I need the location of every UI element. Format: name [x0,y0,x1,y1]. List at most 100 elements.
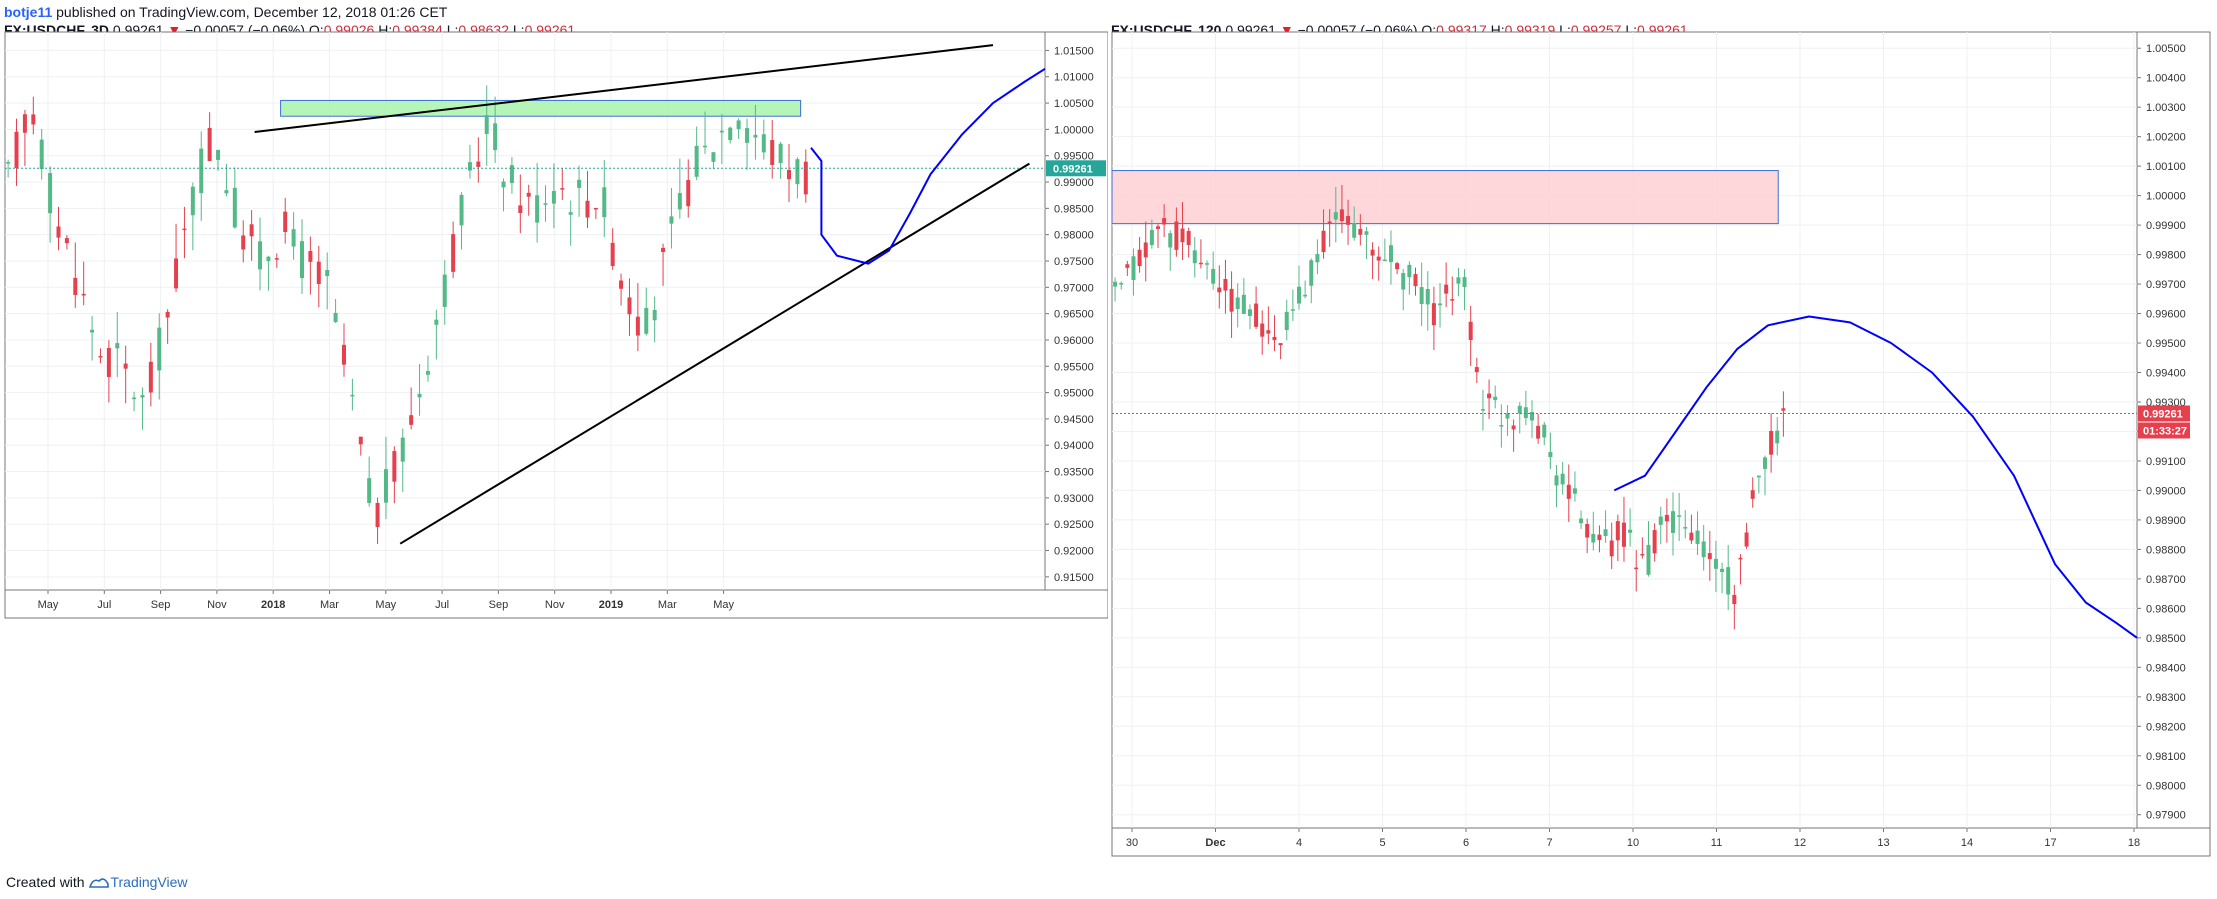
x-tick-label: Nov [207,599,227,611]
candle [1579,518,1584,524]
candle [501,181,506,188]
candle [190,186,195,216]
candle [1186,231,1191,246]
candle [1762,457,1767,469]
candle [1401,273,1406,290]
author-link[interactable]: botje11 [4,4,53,20]
candle [1162,218,1167,225]
candle [1180,228,1185,243]
y-tick-label: 0.99900 [2146,220,2186,232]
candle [1775,430,1780,444]
candle [560,188,565,190]
x-tick-label: Mar [320,599,339,611]
candle [216,150,221,160]
candle [224,190,229,194]
candle [56,226,61,238]
y-tick-label: 0.98000 [2146,780,2186,792]
candle [669,216,674,224]
countdown-tag-label: 01:33:27 [2143,425,2187,437]
candle [1431,303,1436,326]
trendline-1 [254,44,994,134]
candle [509,165,514,183]
candle [274,258,279,260]
candle [577,179,582,188]
candle [325,270,330,277]
candle [1634,567,1639,570]
candle [1241,294,1246,314]
candle [535,195,540,223]
y-tick-label: 0.99800 [2146,250,2186,262]
tradingview-brand[interactable]: TradingView [110,874,188,890]
x-tick-label: 5 [1379,837,1385,849]
panel-frame [1111,31,2211,857]
candle [1505,413,1510,419]
x-tick-label: Jul [97,599,111,611]
candle [1652,530,1657,554]
x-tick-label: 2019 [599,599,623,611]
candle [1671,511,1676,533]
candle [1456,277,1461,284]
y-tick-label: 1.00300 [2146,102,2186,114]
y-tick-label: 0.96000 [1054,335,1094,347]
y-tick-label: 0.98300 [2146,692,2186,704]
candle [14,131,19,169]
candle [1297,286,1302,304]
y-tick-label: 0.95500 [1054,361,1094,373]
candle [1474,367,1479,373]
candle [442,274,447,307]
candle [753,134,758,138]
y-tick-label: 0.98500 [2146,633,2186,645]
candle [619,280,624,289]
y-tick-label: 0.99000 [1054,177,1094,189]
last-price-tag [2138,405,2190,422]
candle [392,451,397,482]
candle [677,193,682,210]
left-chart[interactable]: 1.01500 1.01000 1.00500 1.00000 0.99500 0.990… [0,0,1108,899]
candle [778,143,783,163]
candle [1333,212,1338,220]
candle [1536,425,1541,439]
candle [123,363,128,369]
x-tick-label: Jul [435,599,449,611]
y-tick-label: 0.99600 [2146,309,2186,321]
candle [1499,425,1504,427]
candle [1352,223,1357,238]
candle [1419,287,1424,305]
candle [115,343,120,349]
candle [1364,231,1369,235]
candle [1781,408,1786,411]
candle [1223,278,1228,291]
candle [1321,230,1326,253]
candle [1395,263,1400,270]
x-tick-label: Dec [1205,837,1225,849]
candle [1444,284,1449,294]
candle [1339,209,1344,222]
candle [1701,541,1706,558]
candle [1713,558,1718,569]
candle [48,173,53,214]
candle [31,114,36,125]
candle [350,394,355,397]
projection-curve [810,67,1046,265]
candle [148,361,153,393]
candle [728,127,733,141]
y-tick-label: 0.98700 [2146,574,2186,586]
candle [1487,393,1492,399]
candle [1695,530,1700,544]
y-tick-label: 0.99100 [2146,456,2186,468]
y-tick-label: 0.98000 [1054,230,1094,242]
candle [1566,484,1571,499]
candle [1382,259,1387,262]
candle [174,258,179,289]
y-tick-label: 1.01500 [1054,45,1094,57]
candle [1591,533,1596,543]
candle [1346,216,1351,225]
created-with-text: Created with [6,874,85,890]
candle [585,200,590,218]
y-tick-label: 0.99500 [1054,151,1094,163]
y-tick-label: 0.91500 [1054,572,1094,584]
candle [1615,521,1620,541]
candle [1125,264,1130,268]
candle [64,238,69,244]
